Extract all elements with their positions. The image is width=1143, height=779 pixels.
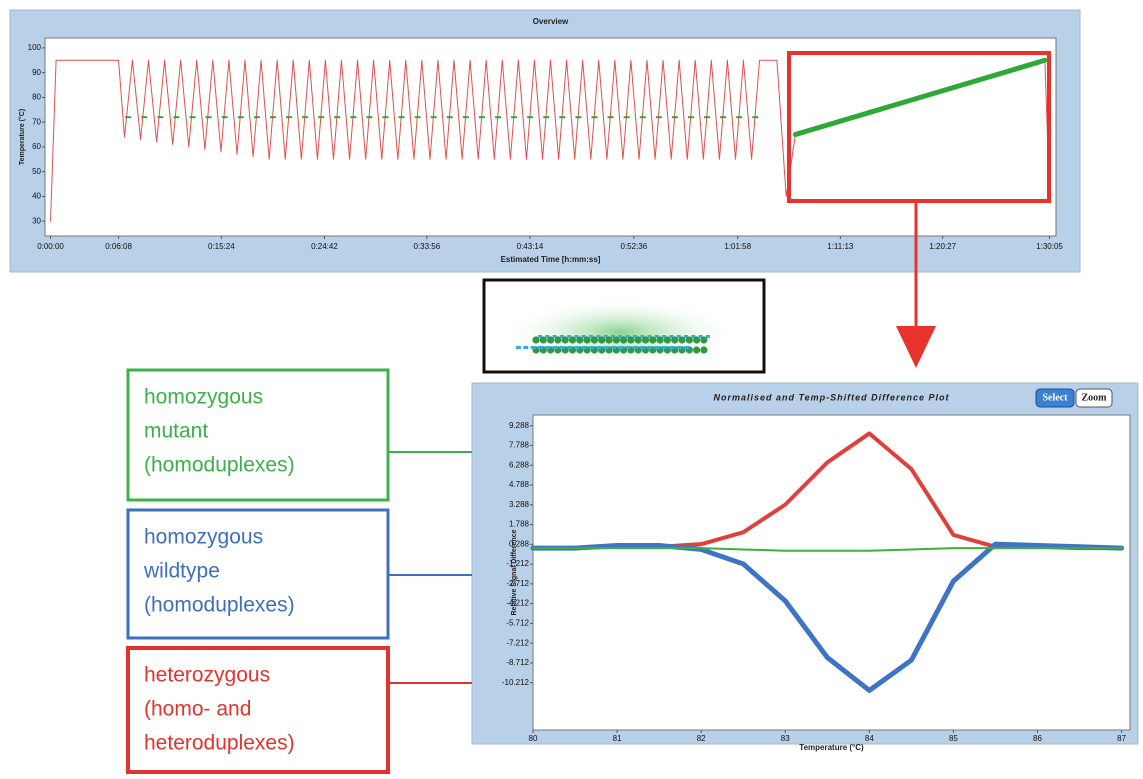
y-tick-label: 1.788: [509, 520, 530, 529]
strand-dash: [684, 346, 689, 349]
strand-dash: [582, 346, 587, 349]
annotation-boxes: homozygous mutant (homoduplexes) homozygous…: [128, 370, 388, 772]
y-tick-label: 7.788: [509, 441, 530, 450]
select-button-label[interactable]: Select: [1043, 392, 1069, 403]
x-tick-label: 83: [781, 734, 790, 743]
duplex-glow: [502, 298, 738, 366]
y-tick-label: 0.288: [509, 539, 530, 548]
x-tick-label: 0:52:36: [621, 242, 648, 251]
strand-bead: [700, 346, 707, 353]
x-tick-label: 85: [949, 734, 958, 743]
annotation-text: (homo- and: [144, 698, 251, 721]
y-tick-label: 3.288: [509, 500, 530, 509]
strand-dash: [677, 346, 682, 349]
x-tick-label: 0:33:56: [413, 242, 440, 251]
overview-plot-area: [45, 38, 1056, 236]
zoom-button-label[interactable]: Zoom: [1082, 392, 1108, 403]
strand-dash: [633, 346, 638, 349]
x-tick-label: 0:00:00: [37, 242, 64, 251]
y-tick-label: 30: [32, 216, 41, 225]
annotation-text: wildtype: [143, 560, 220, 583]
y-tick-label: 60: [32, 142, 41, 151]
annotation-text: heteroduplexes): [144, 732, 295, 755]
annotation-text: homozygous: [144, 526, 263, 549]
x-tick-label: 87: [1117, 734, 1126, 743]
annotation-text: (homoduplexes): [144, 454, 295, 477]
y-tick-label: 40: [32, 192, 41, 201]
y-tick-label: -1.212: [506, 559, 529, 568]
chart-title: Normalised and Temp-Shifted Difference P…: [713, 392, 949, 402]
strand-dash: [538, 346, 543, 349]
x-tick-label: 0:24:42: [311, 242, 338, 251]
strand-dash: [662, 346, 667, 349]
x-axis-label: Estimated Time [h:mm:ss]: [501, 255, 601, 264]
strand-dash: [531, 346, 536, 349]
annotation-text: homozygous: [144, 386, 263, 409]
x-tick-label: 84: [865, 734, 874, 743]
y-tick-label: 50: [32, 167, 41, 176]
x-tick-label: 81: [613, 734, 622, 743]
y-tick-label: -2.712: [506, 579, 529, 588]
y-tick-label: 70: [32, 117, 41, 126]
x-tick-label: 82: [697, 734, 706, 743]
y-axis-label: Temperature (°C): [18, 109, 26, 165]
x-tick-label: 86: [1033, 734, 1042, 743]
chart-title: Overview: [533, 17, 569, 26]
strand-dash: [516, 346, 521, 349]
y-tick-label: -10.212: [502, 678, 530, 687]
strand-dash: [553, 346, 558, 349]
x-tick-label: 1:01:58: [724, 242, 751, 251]
strand-dash: [604, 346, 609, 349]
strand-dash: [596, 346, 601, 349]
strand-dash: [523, 346, 528, 349]
x-tick-label: 0:06:08: [105, 242, 132, 251]
strand-bead: [693, 346, 700, 353]
x-tick-label: 80: [529, 734, 538, 743]
strand-dash: [560, 346, 565, 349]
page: Overview Temperature (°C) Estimated Time […: [0, 0, 1143, 774]
strand-dash: [640, 346, 645, 349]
screenshot: Overview Temperature (°C) Estimated Time […: [0, 0, 1143, 774]
strand-dash: [647, 346, 652, 349]
y-tick-label: 80: [32, 93, 41, 102]
annotation-text: (homoduplexes): [144, 594, 295, 617]
annotation-text: heterozygous: [144, 664, 270, 687]
strand-dash: [567, 346, 572, 349]
x-tick-label: 1:20:27: [929, 242, 956, 251]
annotation-text: mutant: [144, 420, 208, 443]
x-tick-label: 1:30:05: [1036, 242, 1063, 251]
y-tick-label: 4.788: [509, 480, 530, 489]
y-tick-label: -7.212: [506, 638, 529, 647]
y-tick-label: -8.712: [506, 658, 529, 667]
x-tick-label: 0:43:14: [517, 242, 544, 251]
y-tick-label: 90: [32, 68, 41, 77]
strand-dash: [611, 346, 616, 349]
y-tick-label: -5.712: [506, 619, 529, 628]
y-tick-label: -4.212: [506, 599, 529, 608]
strand-dash: [589, 346, 594, 349]
difference-plot-area: [533, 415, 1130, 730]
y-tick-label: 9.288: [509, 421, 530, 430]
x-tick-label: 0:15:24: [208, 242, 235, 251]
x-axis-label: Temperature (°C): [799, 743, 864, 752]
strand-dash: [655, 346, 660, 349]
strand-dash: [706, 335, 710, 338]
arrow-head: [896, 326, 936, 368]
strand-dash: [574, 346, 579, 349]
y-tick-label: 6.288: [509, 460, 530, 469]
strand-dash: [669, 346, 674, 349]
strand-dash: [545, 346, 550, 349]
x-tick-label: 1:11:13: [827, 242, 854, 251]
y-tick-label: 100: [28, 43, 42, 52]
strand-dash: [626, 346, 631, 349]
strand-dash: [618, 346, 623, 349]
